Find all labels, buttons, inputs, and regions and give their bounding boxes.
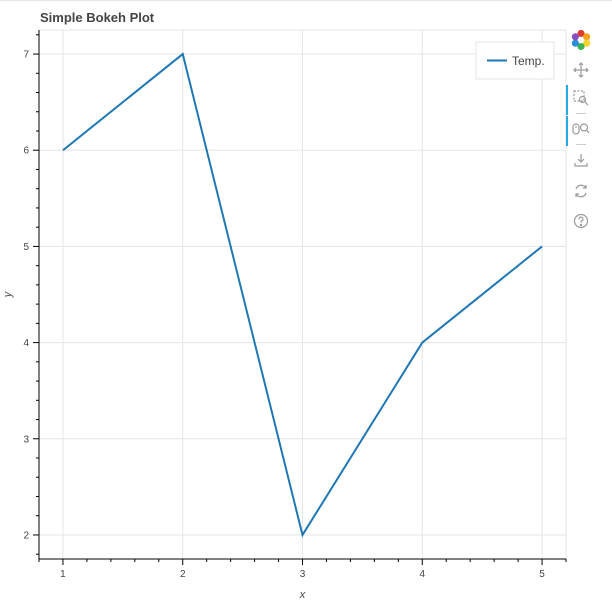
help-icon[interactable] [566, 208, 596, 234]
legend-label: Temp. [512, 54, 545, 68]
legend[interactable]: Temp. [475, 41, 555, 80]
y-tick-label: 2 [23, 530, 29, 541]
grid [39, 30, 566, 559]
y-axis-label: y [2, 290, 14, 298]
bokeh-logo-icon[interactable] [566, 27, 596, 53]
axes: 1 2 3 4 5 2 3 4 5 6 7 x y [2, 30, 567, 601]
chart-title: Simple Bokeh Plot [40, 10, 155, 25]
series-line [62, 52, 543, 538]
x-tick-label: 3 [300, 569, 306, 580]
y-tick-label: 5 [23, 242, 29, 253]
x-axis-label: x [299, 589, 306, 601]
x-tick-label: 5 [539, 569, 545, 580]
y-tick-label: 6 [23, 146, 29, 157]
save-icon[interactable] [566, 147, 596, 173]
y-tick-label: 7 [23, 50, 29, 61]
y-tick-label: 4 [23, 338, 29, 349]
box-zoom-icon[interactable] [566, 85, 596, 115]
toolbar-divider [576, 144, 586, 145]
pan-icon[interactable] [566, 57, 596, 83]
wheel-zoom-icon[interactable] [566, 116, 596, 146]
x-tick-label: 4 [419, 569, 425, 580]
x-tick-label: 2 [180, 569, 186, 580]
series-layer [62, 52, 543, 538]
y-tick-label: 3 [23, 434, 29, 445]
x-tick-label: 1 [60, 569, 66, 580]
reset-icon[interactable] [566, 178, 596, 204]
top-border [0, 0, 612, 1]
toolbar-divider [576, 113, 586, 114]
